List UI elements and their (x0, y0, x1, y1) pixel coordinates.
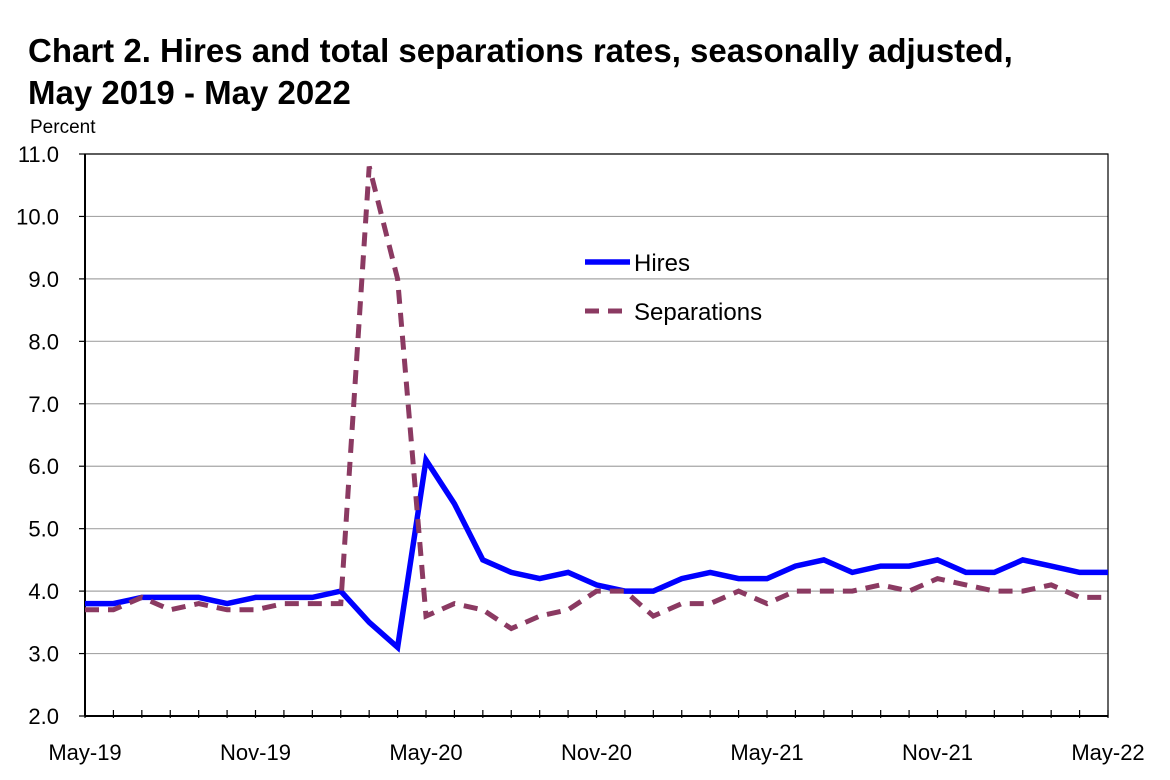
gridlines (85, 153, 1108, 655)
x-axis-ticks: May-19 Nov-19 May-20 Nov-20 May-21 Nov-21 May-… (48, 710, 1145, 765)
series-line-separations (85, 165, 1108, 632)
y-tick-label: 8.0 (28, 329, 59, 354)
x-tick-label: May-22 (1071, 740, 1144, 765)
y-axis-label: Percent (30, 117, 96, 138)
y-tick-label: 2.0 (28, 704, 59, 729)
x-tick-label: Nov-20 (561, 740, 632, 765)
series-line-hires (85, 452, 1108, 653)
plot-frame (84, 153, 1109, 717)
y-axis-ticks: 2.0 3.0 4.0 5.0 6.0 7.0 8.0 9.0 10.0 11.0 (16, 142, 85, 729)
y-tick-label: 4.0 (28, 579, 59, 604)
x-tick-label: May-19 (48, 740, 121, 765)
legend-label-separations: Separations (634, 299, 762, 326)
x-tick-label: May-21 (730, 740, 803, 765)
legend: Hires Separations (585, 250, 762, 326)
chart-title: Chart 2. Hires and total separations rat… (28, 30, 1013, 114)
series-lines (85, 165, 1108, 653)
chart-title-line1: Chart 2. Hires and total separations rat… (28, 32, 1013, 69)
axes (84, 153, 1109, 717)
y-tick-label: 5.0 (28, 517, 59, 542)
y-tick-label: 11.0 (18, 142, 59, 167)
y-tick-label: 9.0 (28, 267, 59, 292)
x-tick-label: Nov-21 (902, 740, 973, 765)
chart-title-line2: May 2019 - May 2022 (28, 74, 351, 111)
y-tick-label: 6.0 (28, 454, 59, 479)
y-tick-label: 3.0 (28, 642, 59, 667)
y-tick-label: 7.0 (28, 392, 59, 417)
x-tick-label: Nov-19 (220, 740, 291, 765)
x-tick-label: May-20 (389, 740, 462, 765)
legend-label-hires: Hires (634, 250, 690, 277)
y-tick-label: 10.0 (16, 204, 59, 229)
